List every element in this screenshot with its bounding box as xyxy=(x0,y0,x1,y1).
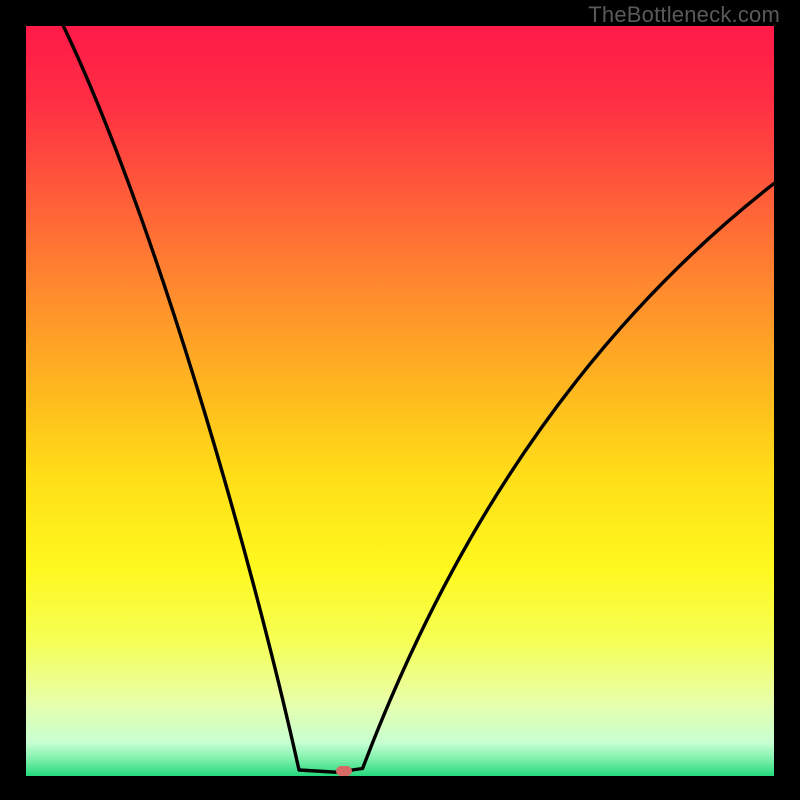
optimal-marker xyxy=(336,766,352,776)
chart-container: TheBottleneck.com xyxy=(0,0,800,800)
curve-path xyxy=(63,26,774,772)
plot-area xyxy=(26,26,774,776)
watermark-text: TheBottleneck.com xyxy=(588,2,780,28)
bottleneck-curve xyxy=(26,26,774,776)
